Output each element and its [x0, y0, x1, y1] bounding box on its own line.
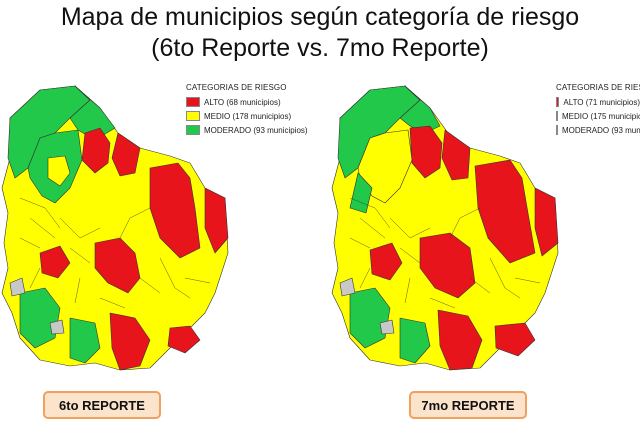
region-se-red-2: [494, 322, 536, 357]
report-7mo-button[interactable]: 7mo REPORTE: [409, 391, 527, 419]
region-se-red: [437, 309, 483, 371]
region-e-red-2: [204, 187, 229, 254]
region-gray: [9, 277, 26, 297]
legend-label-alto: ALTO (71 municipios): [563, 97, 640, 107]
legend-label-medio: MEDIO (178 municipios): [204, 111, 292, 121]
legend-label-moderado: MODERADO (93 municipios): [562, 125, 640, 135]
region-gray-2: [49, 319, 65, 335]
legend-label-moderado: MODERADO (93 municipios): [204, 125, 308, 135]
legend-6to: CATEGORIAS DE RIESGO ALTO (68 municipios…: [186, 83, 308, 137]
region-cw-red: [369, 242, 403, 281]
region-sw-green: [349, 287, 391, 349]
region-c-green: [349, 172, 373, 214]
legend-swatch-moderado: [556, 125, 558, 135]
legend-row-medio: MEDIO (175 municipios): [556, 109, 640, 123]
region-se-red: [109, 312, 151, 371]
title-line-1: Mapa de municipios según categoría de ri…: [60, 3, 580, 31]
map-panel-7mo: CATEGORIAS DE RIESGO ALTO (71 municipios…: [330, 78, 640, 378]
legend-swatch-medio: [556, 111, 558, 121]
region-cc-red: [419, 232, 476, 299]
region-lake-yellow: [47, 155, 71, 187]
region-c-yellow: [357, 129, 413, 204]
region-cc-red: [94, 237, 141, 294]
map-panel-6to: CATEGORIAS DE RIESGO ALTO (68 municipios…: [0, 78, 330, 378]
legend-swatch-alto: [186, 97, 200, 107]
region-gray-2: [379, 319, 395, 335]
legend-row-moderado: MODERADO (93 municipios): [556, 123, 640, 137]
region-s-green: [399, 317, 431, 364]
report-6to-button[interactable]: 6to REPORTE: [43, 391, 161, 419]
legend-label-alto: ALTO (68 municipios): [204, 97, 281, 107]
region-e-red-2: [534, 187, 559, 257]
region-cw-red: [39, 245, 71, 279]
legend-title: CATEGORIAS DE RIESGO: [186, 83, 287, 92]
legend-row-alto: ALTO (68 municipios): [186, 95, 308, 109]
region-e-red: [474, 159, 536, 264]
title-line-2: (6to Reporte vs. 7mo Reporte): [151, 34, 489, 62]
legend-swatch-alto: [556, 97, 560, 107]
page-title: Mapa de municipios según categoría de ri…: [0, 2, 640, 64]
legend-swatch-moderado: [186, 125, 200, 135]
region-s-green: [69, 317, 101, 364]
legend-7mo: CATEGORIAS DE RIESGO ALTO (71 municipios…: [556, 83, 640, 137]
region-sw-green: [19, 287, 61, 349]
region-gray: [339, 277, 356, 297]
region-nc-red: [441, 129, 471, 181]
legend-swatch-medio: [186, 111, 200, 121]
legend-row-medio: MEDIO (178 municipios): [186, 109, 308, 123]
region-n-red: [409, 125, 443, 179]
bolivia-map-7mo: [331, 85, 559, 371]
legend-label-medio: MEDIO (175 municipios): [562, 111, 640, 121]
legend-row-alto: ALTO (71 municipios): [556, 95, 640, 109]
region-se-red-2: [167, 325, 201, 354]
region-e-red: [149, 162, 201, 259]
legend-title: CATEGORIAS DE RIESGO: [556, 83, 640, 92]
legend-row-moderado: MODERADO (93 municipios): [186, 123, 308, 137]
region-nc-red: [111, 132, 141, 177]
bolivia-map-6to: [1, 85, 229, 371]
